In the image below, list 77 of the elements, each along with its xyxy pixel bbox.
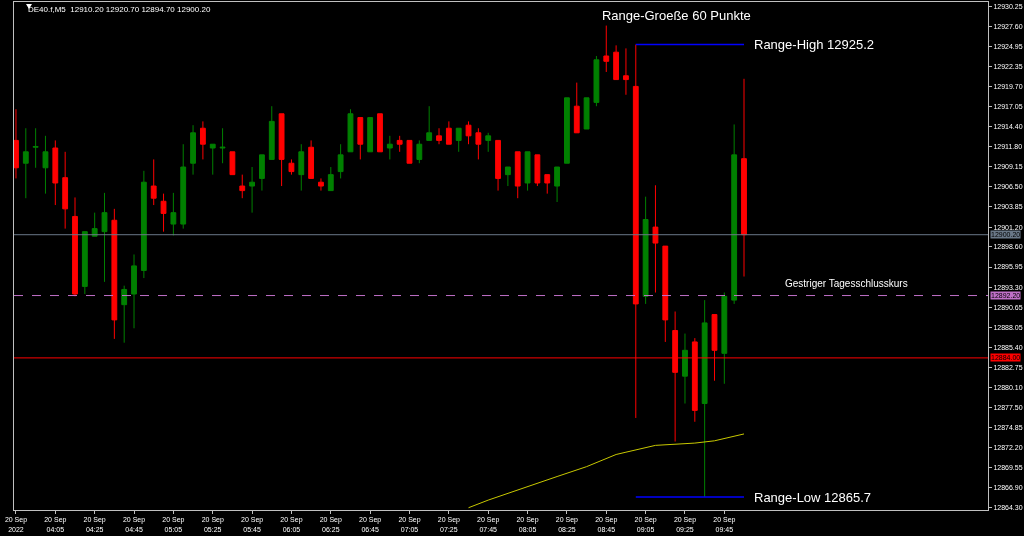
candlestick [170,192,177,236]
candlestick [52,139,59,206]
candlestick [396,135,403,153]
candlestick [131,253,137,329]
candlestick [386,135,393,160]
candlestick [298,143,305,192]
candlestick [327,166,334,192]
candlestick [318,177,324,192]
candlestick [406,139,413,164]
candlestick [642,196,649,305]
candlestick [495,139,501,192]
candlestick [259,154,265,192]
candlestick [534,154,541,187]
candlestick [475,127,482,160]
candlestick [347,108,354,153]
candlestick [91,212,98,237]
candlestick [249,166,255,214]
candlestick [504,166,511,187]
candlestick [199,120,206,160]
candlestick [72,196,78,297]
candlestick [140,170,147,279]
candlestick [308,139,315,179]
candlestick [101,192,108,283]
series-label: Range-High 12925.2 [754,37,874,52]
annotation: Gestriger Tagesschlusskurs [785,278,908,289]
candlestick [62,151,69,230]
series-label: Range-Low 12865.7 [754,490,872,505]
candlestick [721,292,728,385]
candlestick [514,151,521,199]
candlestick [436,127,442,145]
candlestick [42,135,49,195]
candlestick [278,113,285,187]
candlestick [239,174,246,199]
candlestick [337,143,344,179]
candlestick [111,208,118,340]
candlestick [662,245,669,343]
candlestick [229,151,236,176]
candlestick [377,113,383,153]
candlestick [741,78,747,278]
candlestick [209,143,216,176]
candlestick [445,120,452,145]
candlestick [22,127,29,199]
candlestick [701,299,708,498]
candlestick [524,151,531,192]
candlestick [554,166,560,203]
candlestick [603,25,610,73]
candlestick [180,143,187,230]
candlestick [357,117,364,160]
candlestick [455,127,462,153]
candlestick [416,139,423,164]
candlestick [121,285,128,344]
candlestick [81,231,88,295]
candlestick [14,108,19,179]
candlestick [367,117,374,153]
candlestick [160,193,167,233]
candlestick [564,97,570,164]
candlestick [190,124,196,176]
candlestick [544,174,551,195]
candlestick [32,127,39,169]
candlestick [426,105,433,141]
candlestick [593,55,600,107]
candlestick [682,333,688,405]
candlestick [150,158,157,206]
candlestick [268,105,275,160]
candlestick [731,123,738,305]
candlestick [288,158,295,176]
line-series [468,433,745,509]
annotation: DE40.f,M5 12910.20 12920.70 12894.70 12900.20 [28,5,211,14]
candlestick [465,120,472,145]
candlestick [623,47,629,96]
candlestick [219,127,226,164]
candlestick [652,184,659,293]
candlestick [583,97,590,130]
candlestick [613,44,620,81]
candlestick [573,82,580,134]
candlestick [485,132,492,153]
text: Range-Groeße 60 Punkte [601,7,751,23]
